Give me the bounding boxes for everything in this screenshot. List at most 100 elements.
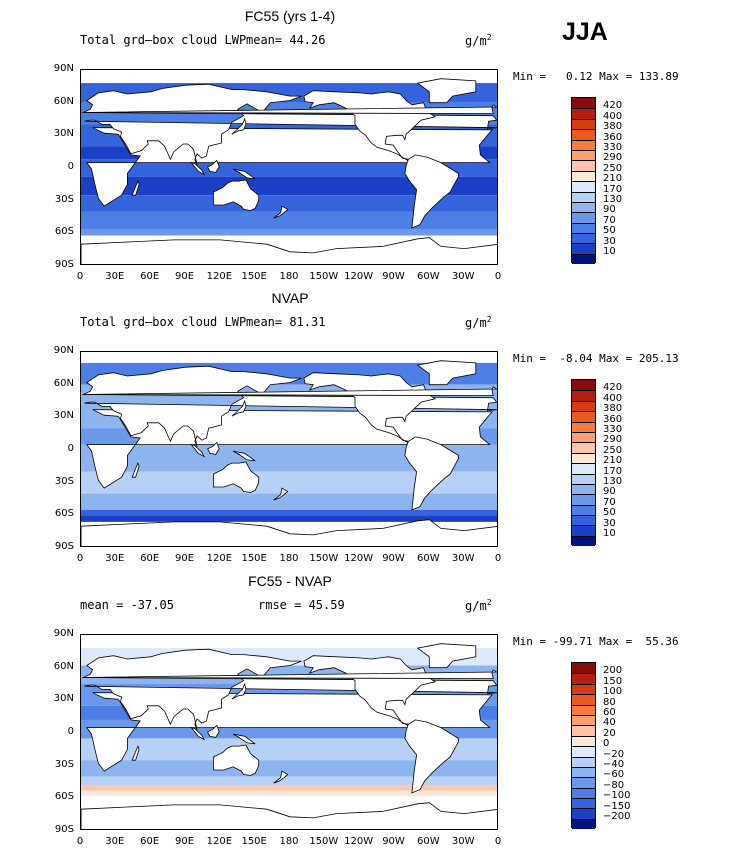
longitude-tick: 150W — [309, 836, 339, 847]
colorbar — [571, 662, 596, 830]
longitude-tick: 30E — [105, 836, 125, 847]
latitude-tick: 30N — [53, 128, 74, 140]
colorbar-level-label: −20 — [603, 748, 625, 760]
latitude-tick: 90S — [54, 259, 74, 270]
ocean-field-band — [81, 211, 497, 229]
colorbar-level-label: 90 — [603, 486, 616, 498]
continent-outline — [232, 450, 256, 462]
longitude-tick: 120E — [206, 271, 233, 282]
latitude-tick: 0 — [67, 443, 74, 454]
colorbar-swatch — [572, 411, 595, 422]
colorbar-swatch — [572, 191, 595, 202]
longitude-tick: 0 — [494, 553, 502, 564]
continent-outline — [232, 733, 256, 745]
continent-outline — [231, 117, 247, 135]
continent-outline — [404, 154, 459, 229]
colorbar-level-label: 50 — [603, 507, 616, 519]
colorbar-level-label: 170 — [603, 183, 623, 195]
colorbar-swatch — [572, 473, 595, 484]
colorbar — [571, 97, 596, 265]
colorbar-swatch — [572, 108, 595, 119]
longitude-tick: 0 — [76, 553, 84, 564]
latitude-tick: 60S — [54, 508, 74, 520]
map-svg — [81, 78, 497, 264]
latitude-tick: 60S — [54, 226, 74, 238]
latitude-tick: 60N — [53, 377, 74, 389]
continent-outline — [83, 83, 497, 165]
continent-outline — [212, 179, 260, 211]
colorbar-swatch — [572, 483, 595, 495]
colorbar-swatch — [572, 452, 595, 464]
continent-outline — [81, 802, 497, 829]
colorbar-swatch — [572, 463, 595, 474]
continent-outline — [83, 365, 497, 447]
colorbar-swatch — [572, 442, 595, 453]
colorbar-level-label: 210 — [603, 173, 623, 185]
latitude-tick: 30N — [53, 410, 74, 422]
panel-title: NVAP — [271, 290, 309, 306]
longitude-tick: 150W — [309, 271, 339, 282]
colorbar-swatch — [572, 201, 595, 213]
continent-outline — [404, 719, 459, 794]
longitude-tick: 30E — [105, 271, 125, 282]
colorbar-level-label: −100 — [603, 790, 631, 802]
longitude-tick: 150W — [309, 553, 339, 564]
colorbar-swatch — [572, 525, 595, 536]
latitude-tick: 30S — [54, 758, 74, 770]
continent-outline — [273, 487, 289, 501]
colorbar-swatch — [572, 380, 595, 391]
colorbar-swatch — [572, 98, 595, 109]
colorbar — [571, 379, 596, 547]
colorbar-swatch — [572, 714, 595, 726]
latitude-tick: 0 — [67, 726, 74, 737]
colorbar-swatch — [572, 494, 595, 505]
longitude-tick: 30E — [105, 553, 125, 564]
continent-outline — [212, 744, 260, 776]
continent-outline — [82, 669, 497, 680]
colorbar-swatch — [572, 222, 595, 234]
colorbar-swatch — [572, 725, 595, 736]
panel-title: FC55 (yrs 1-4) — [244, 8, 336, 24]
colorbar-swatch — [572, 683, 595, 695]
panel-left-text: Total grd–box cloud LWP — [80, 315, 247, 329]
latitude-tick: 60N — [53, 660, 74, 672]
colorbar-level-label: −60 — [603, 769, 625, 781]
longitude-tick: 90W — [382, 553, 405, 564]
ocean-field-band — [81, 195, 497, 212]
longitude-tick: 120E — [206, 553, 233, 564]
panel-statistic: mean= 44.26 — [246, 33, 326, 47]
continent-outline — [190, 443, 206, 458]
ocean-field-band — [81, 493, 497, 510]
colorbar-level-label: 380 — [603, 403, 623, 415]
unit-text: g/m — [465, 599, 487, 613]
unit-exponent: 2 — [486, 315, 492, 324]
colorbar-level-label: 210 — [603, 455, 623, 467]
continent-outline — [131, 462, 140, 478]
latitude-tick: 90N — [53, 63, 74, 74]
colorbar-swatch — [572, 766, 595, 778]
colorbar-level-label: 380 — [603, 121, 623, 133]
continent-outline — [273, 205, 289, 219]
longitude-tick: 180 — [279, 271, 299, 282]
longitude-tick: 0 — [76, 271, 84, 282]
colorbar-level-label: 130 — [603, 476, 623, 487]
colorbar-swatch — [572, 243, 595, 254]
ocean-field-band — [81, 176, 497, 196]
colorbar-level-label: 70 — [603, 496, 616, 508]
colorbar-level-label: 420 — [603, 382, 623, 394]
colorbar-level-label: 30 — [603, 517, 616, 529]
continent-outline — [190, 161, 206, 176]
colorbar-level-label: 90 — [603, 204, 616, 216]
ocean-field-band — [81, 738, 497, 761]
panel-statistic: mean= 81.31 — [246, 315, 326, 329]
colorbar-swatch — [572, 673, 595, 684]
unit-text: g/m — [465, 316, 487, 330]
colorbar-level-label: 70 — [603, 214, 616, 226]
unit-label: g/m2 — [465, 33, 492, 48]
colorbar-swatch — [572, 253, 595, 265]
colorbar-swatch — [572, 504, 595, 516]
colorbar-level-label: 150 — [603, 675, 623, 687]
colorbar-swatch — [572, 756, 595, 767]
colorbar-level-label: 50 — [603, 225, 616, 237]
longitude-tick: 120W — [344, 271, 374, 282]
